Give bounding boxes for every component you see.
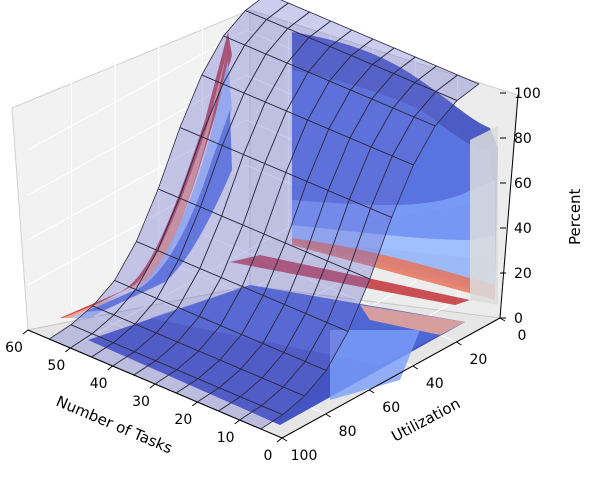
x-tick [276,437,283,443]
y-axis-line [281,317,501,439]
y-tick [412,365,419,370]
x-tick-label: 40 [90,376,108,392]
x-tick-label: 10 [217,430,235,446]
z-axis-title: Percent [566,188,584,245]
x-tick-label: 50 [47,358,65,374]
x-tick-label: 60 [5,340,23,356]
y-tick-label: 80 [339,424,357,440]
x-axis-title: Number of Tasks [53,392,175,457]
x-tick [149,383,156,389]
x-tick [234,419,240,425]
y-tick [456,341,462,346]
y-tick [281,437,288,442]
x-tick-label: 30 [132,394,150,410]
right-wall-contours [292,32,498,305]
x-tick-label: 0 [264,448,273,464]
x-tick [107,365,113,371]
z-tick-label: 0 [514,311,523,327]
z-tick-label: 20 [514,266,532,282]
surface-layer [48,0,480,430]
z-tick-label: 60 [514,176,532,192]
left-wall-contours [60,32,232,318]
x-tick [192,401,198,407]
surface-mesh [48,0,480,430]
y-tick-label: 100 [291,448,318,464]
x-tick [65,347,71,353]
floor-contours [88,255,470,425]
x-tick [22,329,29,335]
z-tick-label: 80 [514,131,532,147]
y-tick-label: 20 [469,352,487,368]
z-axis-line [499,94,519,319]
x-tick-label: 20 [174,412,192,428]
z-tick-label: 100 [514,86,541,102]
y-tick-label: 40 [426,376,444,392]
y-tick [368,389,375,394]
y-tick-label: 0 [518,328,527,344]
y-tick [325,413,331,418]
y-tick-label: 60 [382,400,400,416]
z-tick-label: 40 [514,221,532,237]
grid-line [70,3,289,349]
